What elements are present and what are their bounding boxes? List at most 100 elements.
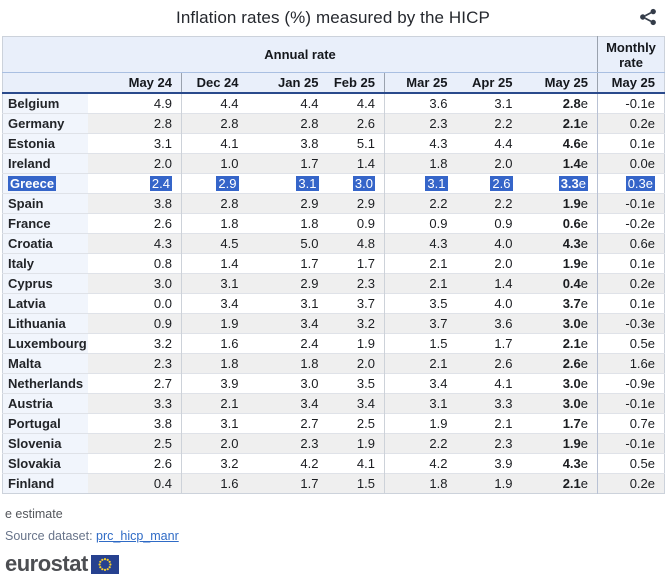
value-cell: 2.2 — [384, 193, 457, 214]
value-cell: 3.0 — [247, 373, 328, 394]
monthly-value-cell: -0.1e — [597, 92, 665, 114]
value-cell: 2.4 — [247, 333, 328, 354]
table-row[interactable]: Malta 2.3 1.8 1.8 2.0 2.1 2.6 2.6e 1.6e — [2, 353, 665, 374]
value-cell: 3.1 — [181, 413, 248, 434]
value-cell: 1.9 — [327, 433, 385, 454]
annual-rate-header: Annual rate — [2, 36, 598, 73]
value-cell: 3.4 — [181, 293, 248, 314]
table-row[interactable]: Portugal 3.8 3.1 2.7 2.5 1.9 2.1 1.7e 0.7e — [2, 413, 665, 434]
value-cell: 1.8 — [384, 473, 457, 494]
estimate-footnote: e estimate — [5, 507, 666, 521]
value-cell: 2.7 — [247, 413, 328, 434]
title-bar: Inflation rates (%) measured by the HICP — [0, 0, 666, 36]
value-cell: 1.9 — [327, 333, 385, 354]
value-cell: 2.6 — [456, 173, 522, 194]
value-cell: 4.2 — [384, 453, 457, 474]
table-row[interactable]: Luxembourg 3.2 1.6 2.4 1.9 1.5 1.7 2.1e 0.5e — [2, 333, 665, 354]
value-cell: 2.9 — [247, 193, 328, 214]
value-cell: 3.2 — [327, 313, 385, 334]
monthly-value-cell: 0.6e — [597, 233, 665, 254]
value-cell: 2.6 — [87, 453, 182, 474]
country-cell: Belgium — [2, 92, 88, 114]
value-cell: 3.4 — [384, 373, 457, 394]
table-row[interactable]: Germany 2.8 2.8 2.8 2.6 2.3 2.2 2.1e 0.2e — [2, 113, 665, 134]
share-icon — [640, 8, 656, 26]
table-row[interactable]: Ireland 2.0 1.0 1.7 1.4 1.8 2.0 1.4e 0.0e — [2, 153, 665, 174]
country-column-header — [2, 72, 88, 94]
country-cell: Austria — [2, 393, 88, 414]
value-cell: 2.0 — [456, 153, 522, 174]
value-cell: 2.0 — [181, 433, 248, 454]
monthly-value-cell: 0.0e — [597, 153, 665, 174]
value-cell: 3.0e — [521, 313, 598, 334]
share-button[interactable] — [637, 7, 659, 29]
table-row[interactable]: France 2.6 1.8 1.8 0.9 0.9 0.9 0.6e -0.2e — [2, 213, 665, 234]
value-cell: 3.1 — [247, 173, 328, 194]
column-header: May 25 — [521, 72, 598, 94]
value-cell: 0.9 — [456, 213, 522, 234]
country-cell: France — [2, 213, 88, 234]
value-cell: 3.7 — [384, 313, 457, 334]
value-cell: 3.1 — [247, 293, 328, 314]
monthly-value-cell: 0.5e — [597, 333, 665, 354]
value-cell: 4.9 — [87, 92, 182, 114]
value-cell: 1.9 — [181, 313, 248, 334]
value-cell: 1.7e — [521, 413, 598, 434]
column-header: Jan 25 — [247, 72, 328, 94]
value-cell: 3.4 — [327, 393, 385, 414]
value-cell: 3.7 — [327, 293, 385, 314]
value-cell: 4.5 — [181, 233, 248, 254]
value-cell: 1.6 — [181, 333, 248, 354]
value-cell: 4.1 — [327, 453, 385, 474]
value-cell: 0.9 — [384, 213, 457, 234]
value-cell: 3.0e — [521, 393, 598, 414]
value-cell: 2.0 — [327, 353, 385, 374]
value-cell: 2.1 — [384, 253, 457, 274]
value-cell: 2.8 — [247, 113, 328, 134]
table-row[interactable]: Lithuania 0.9 1.9 3.4 3.2 3.7 3.6 3.0e -0.3e — [2, 313, 665, 334]
value-cell: 2.8 — [87, 113, 182, 134]
source-dataset-link[interactable]: prc_hicp_manr — [96, 529, 179, 543]
country-cell: Latvia — [2, 293, 88, 314]
value-cell: 2.5 — [327, 413, 385, 434]
monthly-value-cell: 0.2e — [597, 273, 665, 294]
value-cell: 1.0 — [181, 153, 248, 174]
table-row[interactable]: Estonia 3.1 4.1 3.8 5.1 4.3 4.4 4.6e 0.1e — [2, 133, 665, 154]
column-header: May 24 — [87, 72, 182, 94]
value-cell: 4.6e — [521, 133, 598, 154]
country-cell: Ireland — [2, 153, 88, 174]
table-row[interactable]: Italy 0.8 1.4 1.7 1.7 2.1 2.0 1.9e 0.1e — [2, 253, 665, 274]
country-cell: Luxembourg — [2, 333, 88, 354]
column-header: Apr 25 — [456, 72, 522, 94]
value-cell: 2.5 — [87, 433, 182, 454]
value-cell: 2.8e — [521, 92, 598, 114]
monthly-value-cell: 0.2e — [597, 113, 665, 134]
value-cell: 1.4e — [521, 153, 598, 174]
table-row[interactable]: Austria 3.3 2.1 3.4 3.4 3.1 3.3 3.0e -0.1e — [2, 393, 665, 414]
value-cell: 3.1 — [87, 133, 182, 154]
table-row[interactable]: Slovakia 2.6 3.2 4.2 4.1 4.2 3.9 4.3e 0.5e — [2, 453, 665, 474]
monthly-value-cell: 0.1e — [597, 293, 665, 314]
table-row[interactable]: Croatia 4.3 4.5 5.0 4.8 4.3 4.0 4.3e 0.6e — [2, 233, 665, 254]
value-cell: 3.8 — [247, 133, 328, 154]
value-cell: 2.8 — [181, 193, 248, 214]
table-row[interactable]: Greece 2.4 2.9 3.1 3.0 3.1 2.6 3.3e 0.3e — [2, 173, 665, 194]
value-cell: 4.3 — [384, 133, 457, 154]
value-cell: 1.7 — [327, 253, 385, 274]
estimate-note-text: e estimate — [5, 507, 63, 521]
table-row[interactable]: Netherlands 2.7 3.9 3.0 3.5 3.4 4.1 3.0e -0.9e — [2, 373, 665, 394]
value-cell: 1.5 — [327, 473, 385, 494]
table-row[interactable]: Finland 0.4 1.6 1.7 1.5 1.8 1.9 2.1e 0.2e — [2, 473, 665, 494]
table-row[interactable]: Cyprus 3.0 3.1 2.9 2.3 2.1 1.4 0.4e 0.2e — [2, 273, 665, 294]
monthly-value-cell: 0.7e — [597, 413, 665, 434]
table-row[interactable]: Slovenia 2.5 2.0 2.3 1.9 2.2 2.3 1.9e -0.1e — [2, 433, 665, 454]
value-cell: 3.9 — [456, 453, 522, 474]
table-row[interactable]: Spain 3.8 2.8 2.9 2.9 2.2 2.2 1.9e -0.1e — [2, 193, 665, 214]
monthly-value-cell: 1.6e — [597, 353, 665, 374]
table-row[interactable]: Belgium 4.9 4.4 4.4 4.4 3.6 3.1 2.8e -0.1e — [2, 92, 665, 114]
monthly-rate-label: Monthly rate — [606, 39, 656, 70]
value-cell: 2.6 — [87, 213, 182, 234]
value-cell: 1.7 — [247, 253, 328, 274]
table-row[interactable]: Latvia 0.0 3.4 3.1 3.7 3.5 4.0 3.7e 0.1e — [2, 293, 665, 314]
